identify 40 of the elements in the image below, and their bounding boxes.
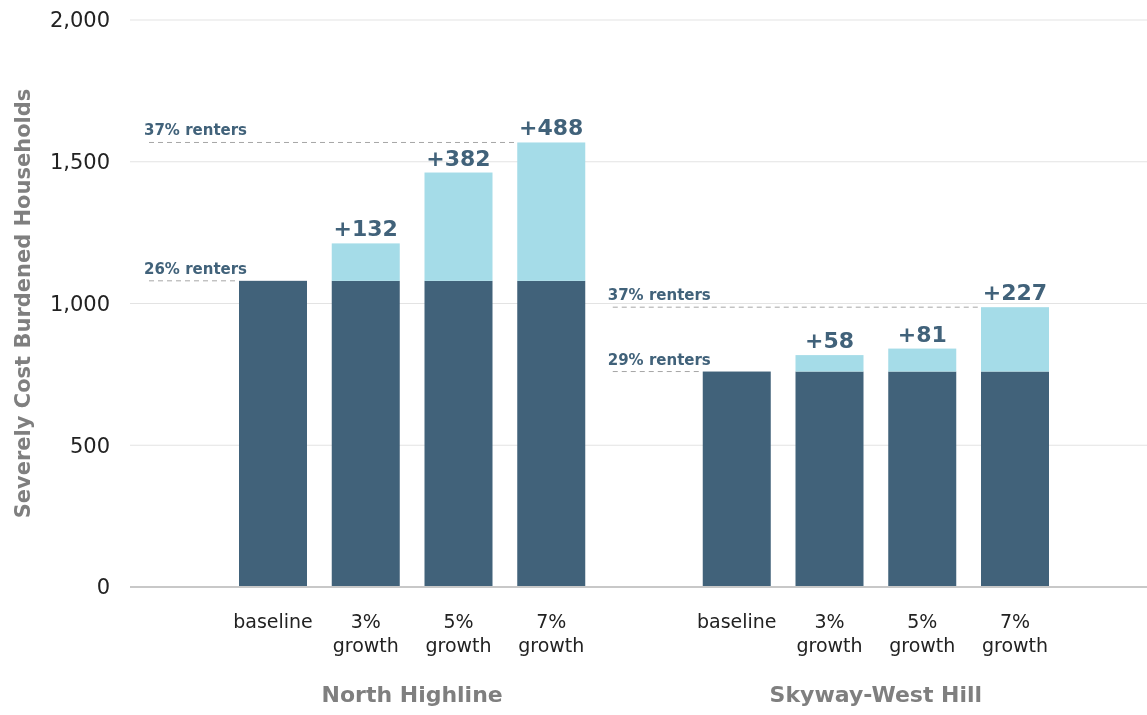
text: North Highline bbox=[321, 682, 503, 707]
ref-line-label: 26% renters bbox=[144, 259, 248, 278]
text: Skyway-West Hill bbox=[769, 682, 983, 707]
bar bbox=[981, 371, 1049, 587]
bar bbox=[424, 280, 493, 587]
bar bbox=[331, 243, 400, 281]
bar bbox=[517, 280, 586, 587]
bar bbox=[517, 142, 586, 281]
y-tick-label: 0 bbox=[96, 575, 110, 600]
data-label: +227 bbox=[982, 280, 1048, 306]
y-tick-label: 1,000 bbox=[49, 291, 110, 316]
data-label: +382 bbox=[426, 145, 491, 171]
bar bbox=[888, 371, 957, 587]
bar bbox=[795, 355, 864, 372]
x-tick-label: baseline bbox=[233, 610, 313, 632]
bar bbox=[888, 348, 957, 372]
x-tick-label: baseline bbox=[696, 610, 777, 632]
bar bbox=[331, 280, 400, 587]
y-tick-label: 2,000 bbox=[49, 8, 110, 33]
x-tick-label: 5% growth bbox=[889, 610, 956, 656]
data-label: +58 bbox=[804, 328, 855, 354]
ref-line-label: 29% renters bbox=[607, 350, 711, 369]
y-axis-title: Severely Cost Burdened Households bbox=[11, 88, 35, 519]
data-label: +81 bbox=[897, 321, 947, 347]
bar bbox=[981, 307, 1049, 372]
bar bbox=[239, 280, 307, 587]
data-label: +132 bbox=[333, 216, 398, 242]
y-tick-label: 500 bbox=[69, 433, 110, 458]
ref-line-label: 37% renters bbox=[144, 121, 248, 140]
data-label: +488 bbox=[519, 115, 584, 141]
x-tick-label: 7% growth bbox=[981, 610, 1049, 656]
bar bbox=[424, 172, 493, 281]
bar bbox=[702, 371, 771, 587]
x-tick-label: 3% growth bbox=[796, 610, 863, 656]
x-tick-label: 7% growth bbox=[518, 610, 585, 656]
ref-line-label: 37% renters bbox=[607, 286, 711, 305]
bar bbox=[795, 371, 864, 587]
y-tick-label: 1,500 bbox=[49, 150, 110, 175]
x-tick-label: 5% growth bbox=[425, 610, 492, 656]
x-tick-label: 3% growth bbox=[332, 610, 399, 656]
